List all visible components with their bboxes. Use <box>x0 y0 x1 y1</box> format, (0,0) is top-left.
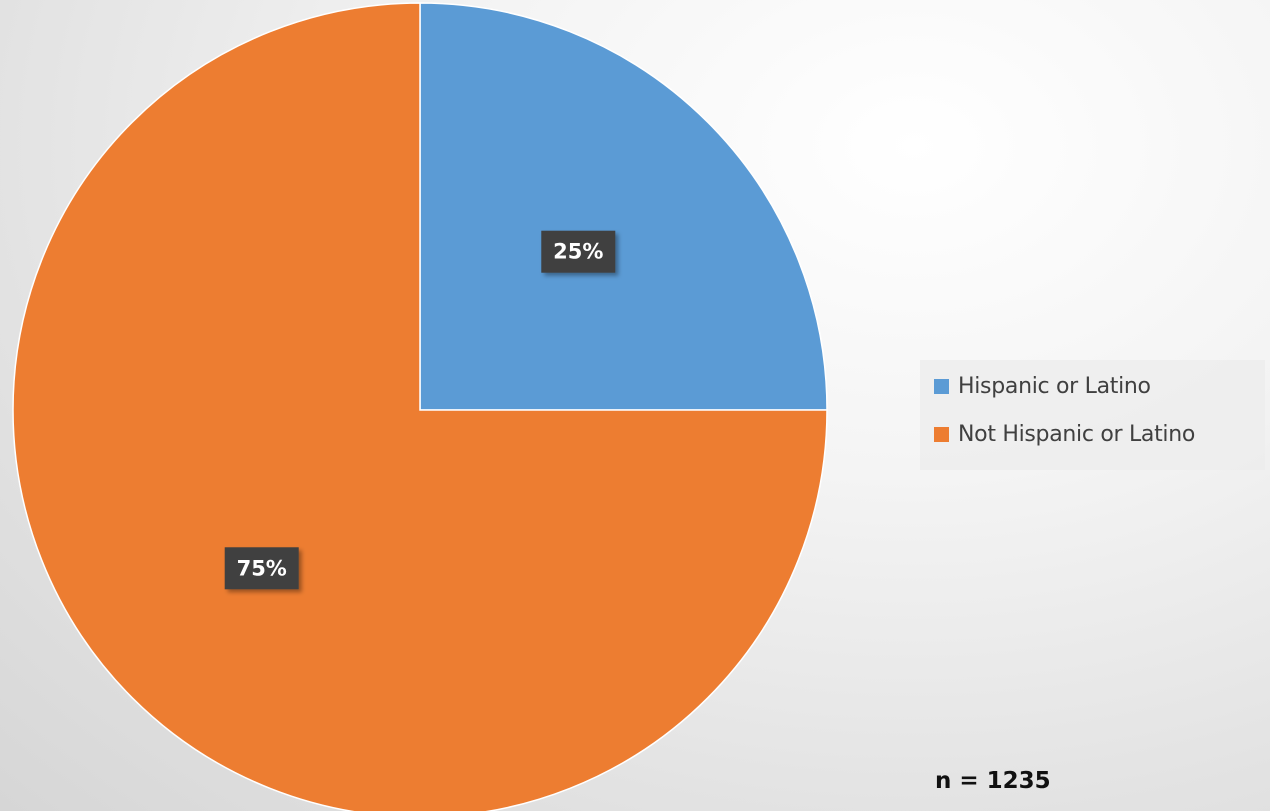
legend-label-hispanic: Hispanic or Latino <box>958 374 1151 399</box>
sample-size-note: n = 1235 <box>935 768 1051 794</box>
pie-slice-not-hispanic <box>12 2 828 811</box>
legend-label-not-hispanic: Not Hispanic or Latino <box>958 422 1196 447</box>
legend: Hispanic or Latino Not Hispanic or Latin… <box>920 360 1265 470</box>
legend-item-not-hispanic: Not Hispanic or Latino <box>934 422 1195 447</box>
data-label-box-not-hispanic <box>224 547 299 590</box>
pie-slice-hispanic <box>419 2 828 411</box>
data-label-text-not-hispanic: 75% <box>237 556 287 580</box>
legend-item-hispanic: Hispanic or Latino <box>934 374 1151 399</box>
legend-swatch-not-hispanic <box>934 427 949 442</box>
data-label-hispanic: 25% <box>541 230 616 273</box>
data-label-not-hispanic: 75% <box>224 547 299 590</box>
legend-swatch-hispanic <box>934 379 949 394</box>
data-label-box-hispanic <box>541 230 616 273</box>
data-label-text-hispanic: 25% <box>553 240 603 264</box>
